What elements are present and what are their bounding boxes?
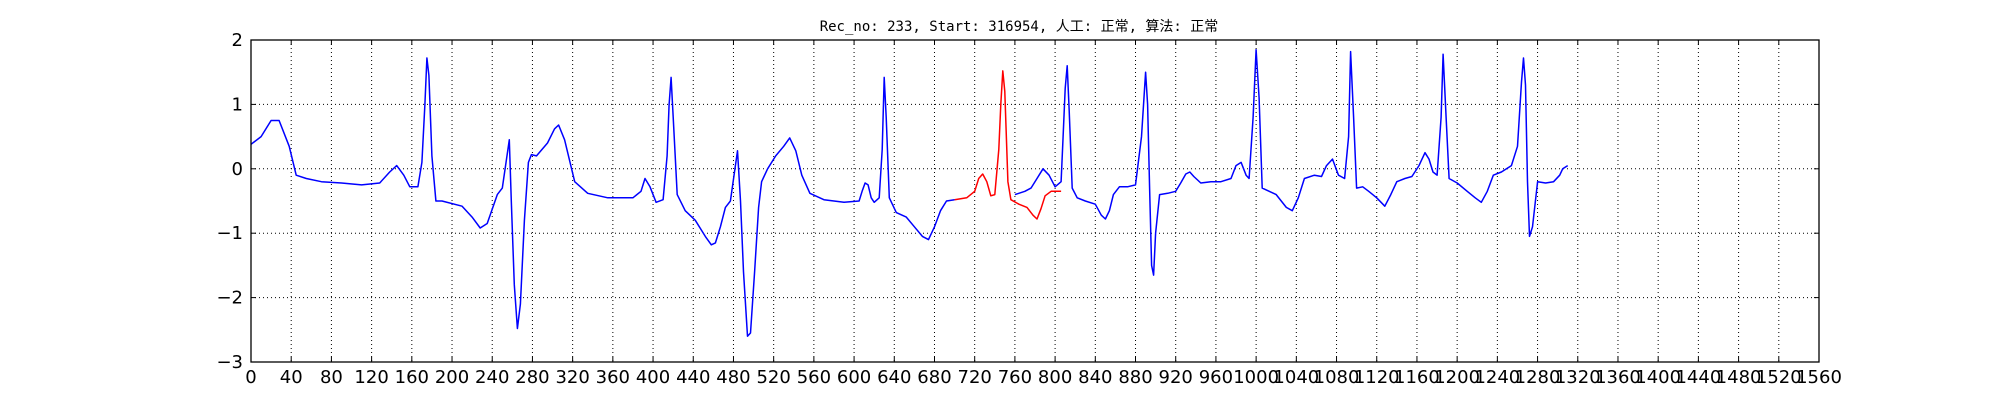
y-tick-label: 2 bbox=[232, 30, 243, 51]
x-tick-label: 1320 bbox=[1555, 367, 1601, 388]
chart-title: Rec_no: 233, Start: 316954, 人工: 正常, 算法: … bbox=[820, 19, 1219, 35]
x-tick-label: 920 bbox=[1159, 367, 1193, 388]
x-tick-label: 1080 bbox=[1314, 367, 1360, 388]
x-tick-label: 40 bbox=[280, 367, 303, 388]
x-tick-label: 240 bbox=[475, 367, 509, 388]
x-tick-label: 1200 bbox=[1434, 367, 1480, 388]
x-tick-label: 440 bbox=[676, 367, 710, 388]
x-tick-label: 360 bbox=[596, 367, 630, 388]
x-tick-label: 800 bbox=[1038, 367, 1072, 388]
x-tick-label: 760 bbox=[998, 367, 1032, 388]
y-tick-label: −1 bbox=[216, 223, 243, 244]
x-tick-label: 1560 bbox=[1796, 367, 1842, 388]
x-tick-label: 160 bbox=[395, 367, 429, 388]
series-lines bbox=[250, 48, 1569, 337]
x-tick-label: 480 bbox=[716, 367, 750, 388]
x-tick-label: 560 bbox=[797, 367, 831, 388]
x-tick-label: 720 bbox=[958, 367, 992, 388]
x-tick-label: 1400 bbox=[1635, 367, 1681, 388]
x-tick-label: 0 bbox=[245, 367, 256, 388]
plot-frame bbox=[250, 39, 1820, 363]
x-tick-label: 640 bbox=[877, 367, 911, 388]
x-tick-label: 200 bbox=[435, 367, 469, 388]
x-tick-label: 1440 bbox=[1675, 367, 1721, 388]
x-tick-label: 840 bbox=[1078, 367, 1112, 388]
grid-lines bbox=[251, 40, 1819, 362]
x-tick-label: 320 bbox=[555, 367, 589, 388]
x-tick-label: 600 bbox=[837, 367, 871, 388]
x-tick-label: 1160 bbox=[1394, 367, 1440, 388]
y-tick-label: −2 bbox=[216, 288, 243, 309]
x-tick-label: 1360 bbox=[1595, 367, 1641, 388]
x-tick-label: 1000 bbox=[1233, 367, 1279, 388]
x-tick-label: 1120 bbox=[1354, 367, 1400, 388]
y-tick-label: 0 bbox=[232, 159, 243, 180]
x-tick-label: 120 bbox=[354, 367, 388, 388]
x-tick-label: 1040 bbox=[1273, 367, 1319, 388]
x-tick-label: 400 bbox=[636, 367, 670, 388]
x-tick-label: 880 bbox=[1118, 367, 1152, 388]
x-tick-label: 1480 bbox=[1716, 367, 1762, 388]
x-tick-label: 680 bbox=[917, 367, 951, 388]
ecg-trace-normal bbox=[250, 57, 955, 337]
x-tick-label: 280 bbox=[515, 367, 549, 388]
x-tick-label: 960 bbox=[1199, 367, 1233, 388]
ecg-trace-normal bbox=[1014, 48, 1569, 276]
x-tick-label: 1240 bbox=[1474, 367, 1520, 388]
ecg-trace-highlighted bbox=[954, 70, 1062, 220]
x-tick-label: 80 bbox=[320, 367, 343, 388]
y-tick-label: −3 bbox=[216, 352, 243, 373]
x-tick-label: 1280 bbox=[1515, 367, 1561, 388]
x-tick-label: 1520 bbox=[1756, 367, 1802, 388]
x-axis-ticks: 0 40 80 120 160 200 240 280 320 360 400 440 480 520 56… bbox=[245, 40, 1842, 388]
x-tick-label: 520 bbox=[756, 367, 790, 388]
y-tick-label: 1 bbox=[232, 94, 243, 115]
y-axis-ticks: 2 1 0 −1 −2 −3 bbox=[216, 30, 1819, 373]
